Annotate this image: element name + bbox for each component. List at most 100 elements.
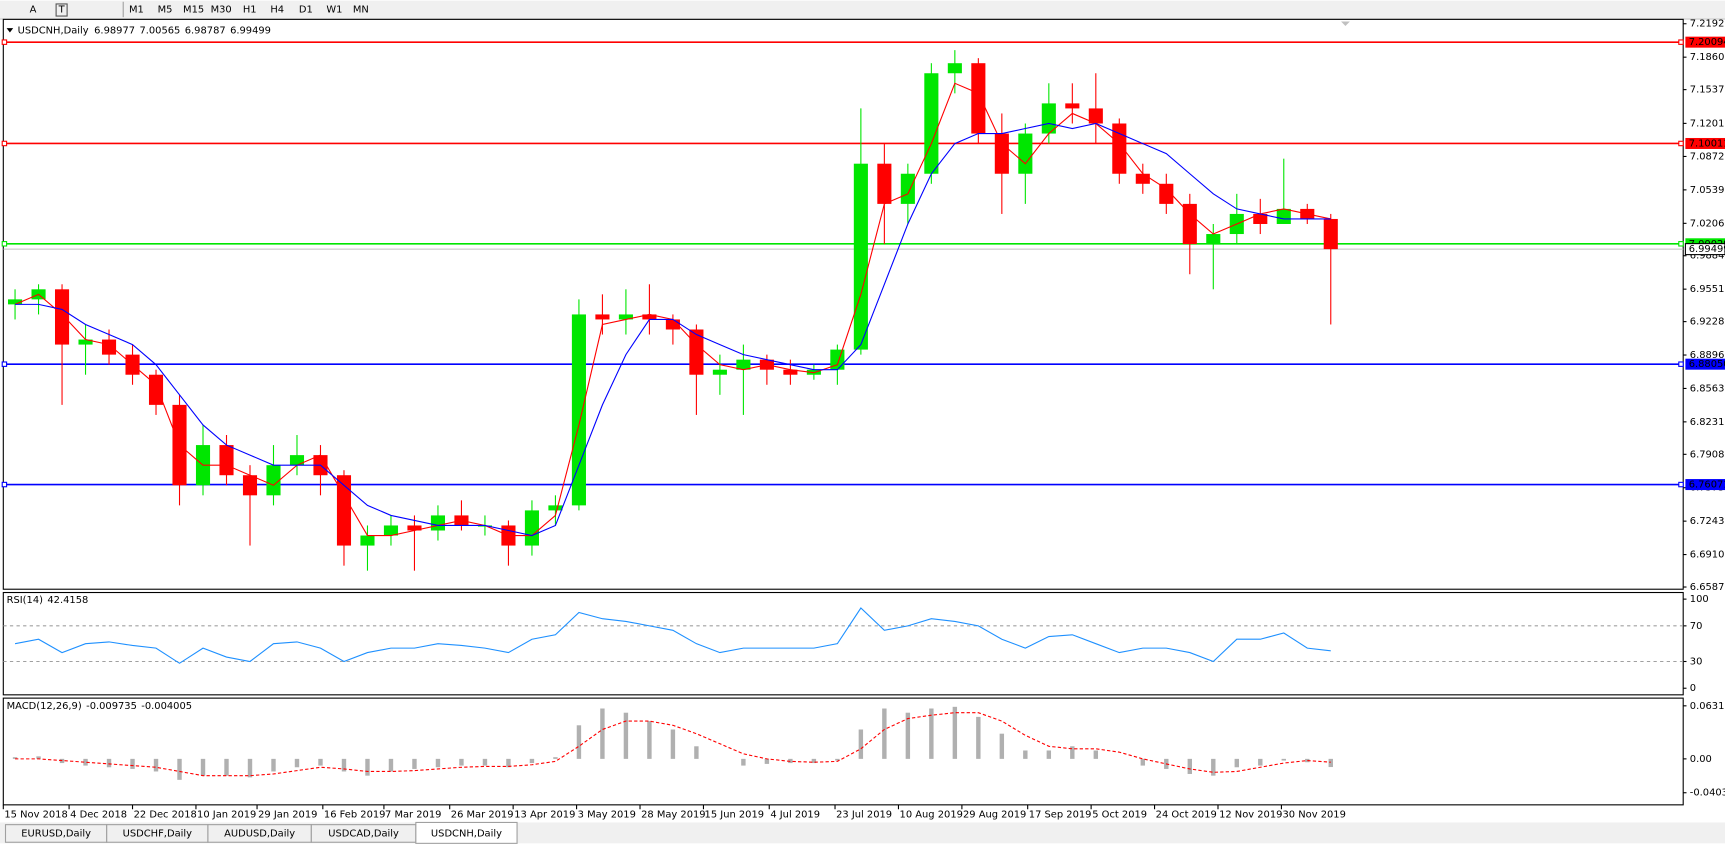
tab-label[interactable]: USDCHF,Daily bbox=[123, 828, 192, 839]
candle-body bbox=[1276, 208, 1291, 224]
candle-body bbox=[1159, 183, 1174, 204]
candle-body bbox=[1112, 123, 1127, 174]
macd-bar bbox=[553, 757, 558, 759]
level-handle bbox=[1678, 140, 1684, 147]
x-tick-label: 4 Dec 2018 bbox=[70, 810, 127, 821]
macd-bar bbox=[929, 708, 934, 759]
timeframe-button[interactable]: M30 bbox=[211, 4, 232, 15]
macd-bar bbox=[294, 758, 300, 768]
level-handle bbox=[1, 241, 8, 247]
x-tick-label: 13 Apr 2019 bbox=[514, 810, 575, 821]
timeframe-button[interactable]: M1 bbox=[129, 4, 144, 15]
candle-body bbox=[736, 359, 751, 370]
candle-body bbox=[947, 63, 962, 74]
macd-bar bbox=[130, 758, 135, 769]
candle-body bbox=[1135, 173, 1150, 184]
tool-button[interactable]: T bbox=[58, 4, 66, 15]
y-tick-label: 7.21925 bbox=[1690, 19, 1725, 30]
timeframe-button[interactable]: MN bbox=[353, 4, 369, 15]
x-tick-label: 29 Aug 2019 bbox=[963, 810, 1026, 821]
rsi-title: RSI(14) bbox=[7, 595, 44, 606]
candle-body bbox=[101, 339, 117, 355]
x-tick-label: 23 Jul 2019 bbox=[836, 810, 892, 821]
candle-body bbox=[1253, 213, 1268, 224]
macd-bar bbox=[506, 758, 511, 768]
macd-bar bbox=[1234, 758, 1239, 768]
macd-bar bbox=[882, 708, 887, 759]
macd-bar bbox=[412, 758, 417, 769]
macd-bar bbox=[905, 712, 911, 759]
timeframe-button[interactable]: W1 bbox=[326, 4, 342, 15]
symbol: USDCNH,Daily bbox=[18, 25, 89, 36]
macd-bar bbox=[177, 758, 182, 780]
level-tag bbox=[1685, 137, 1725, 149]
candle-body bbox=[642, 314, 657, 320]
macd-bar bbox=[36, 756, 41, 759]
macd-bar bbox=[811, 758, 817, 764]
candle-body bbox=[783, 369, 798, 375]
x-tick-label: 22 Dec 2018 bbox=[134, 810, 197, 821]
candle-body bbox=[54, 289, 70, 345]
timeframe-button[interactable]: M5 bbox=[158, 4, 173, 15]
macd-bar bbox=[1093, 750, 1099, 759]
timeframe-button[interactable]: H1 bbox=[243, 4, 257, 15]
x-tick-label: 26 Mar 2019 bbox=[451, 810, 514, 821]
active-tab[interactable] bbox=[415, 821, 518, 844]
candle-body bbox=[383, 525, 399, 536]
x-tick-label: 29 Jan 2019 bbox=[258, 810, 317, 821]
candle-body bbox=[148, 374, 164, 405]
y-tick-label: 6.98840 bbox=[1690, 251, 1725, 262]
level-handle bbox=[1, 140, 8, 147]
tab-label[interactable]: USDCNH,Daily bbox=[431, 828, 502, 839]
macd-bar bbox=[482, 758, 488, 766]
macd-bar bbox=[224, 758, 229, 776]
macd-bar bbox=[1258, 758, 1263, 766]
candle-body bbox=[7, 299, 23, 305]
y-tick-label: 6.65875 bbox=[1690, 582, 1725, 593]
candle-body bbox=[524, 510, 539, 546]
tool-button[interactable]: A bbox=[30, 4, 37, 15]
macd-bar bbox=[1328, 758, 1333, 768]
candle-body bbox=[853, 163, 868, 350]
y-tick-label: 6.79080 bbox=[1690, 449, 1725, 460]
y-tick-label: 30 bbox=[1690, 656, 1703, 667]
y-tick-label: 7.05395 bbox=[1690, 185, 1725, 196]
macd-bar bbox=[647, 721, 652, 759]
candle-body bbox=[900, 173, 915, 204]
tab-label[interactable]: USDCAD,Daily bbox=[328, 828, 399, 839]
macd-bar bbox=[365, 758, 370, 776]
x-tick-label: 16 Feb 2019 bbox=[324, 810, 386, 821]
y-tick-label: 0.063184 bbox=[1690, 701, 1725, 712]
candle-body bbox=[219, 445, 234, 476]
candle-body bbox=[336, 475, 352, 546]
y-tick-label: 0 bbox=[1690, 683, 1696, 694]
timeframe-button[interactable]: M15 bbox=[183, 4, 204, 15]
tab-label[interactable]: EURUSD,Daily bbox=[21, 828, 91, 839]
x-tick-label: 28 May 2019 bbox=[641, 810, 706, 821]
level-label: 7.10011 bbox=[1689, 138, 1725, 149]
level-handle bbox=[1, 361, 8, 367]
timeframe-button[interactable]: H4 bbox=[270, 4, 284, 15]
tab-label[interactable]: AUDUSD,Daily bbox=[224, 828, 295, 839]
menu-arrow bbox=[6, 28, 14, 33]
ohlc-low: 6.98787 bbox=[185, 25, 226, 36]
candle-body bbox=[1206, 234, 1221, 245]
level-tag bbox=[1685, 36, 1725, 48]
macd-bar bbox=[600, 708, 605, 759]
macd-bar bbox=[459, 758, 464, 766]
timeframe-button[interactable]: D1 bbox=[299, 4, 313, 15]
level-handle bbox=[1678, 241, 1684, 247]
macd-bar bbox=[764, 758, 770, 764]
macd-bar bbox=[1070, 746, 1075, 759]
macd-panel bbox=[2, 697, 1684, 806]
tool-box bbox=[55, 3, 68, 17]
candle-body bbox=[971, 63, 986, 134]
candle-body bbox=[289, 455, 305, 466]
shift-marker bbox=[1341, 21, 1350, 26]
ohlc-close: 6.99499 bbox=[230, 25, 271, 36]
y-tick-label: 6.72430 bbox=[1690, 516, 1725, 527]
macd-title: MACD(12,26,9) bbox=[7, 701, 82, 712]
rsi-line bbox=[14, 607, 1331, 664]
price-panel bbox=[2, 18, 1684, 590]
macd-bar bbox=[1305, 758, 1310, 763]
